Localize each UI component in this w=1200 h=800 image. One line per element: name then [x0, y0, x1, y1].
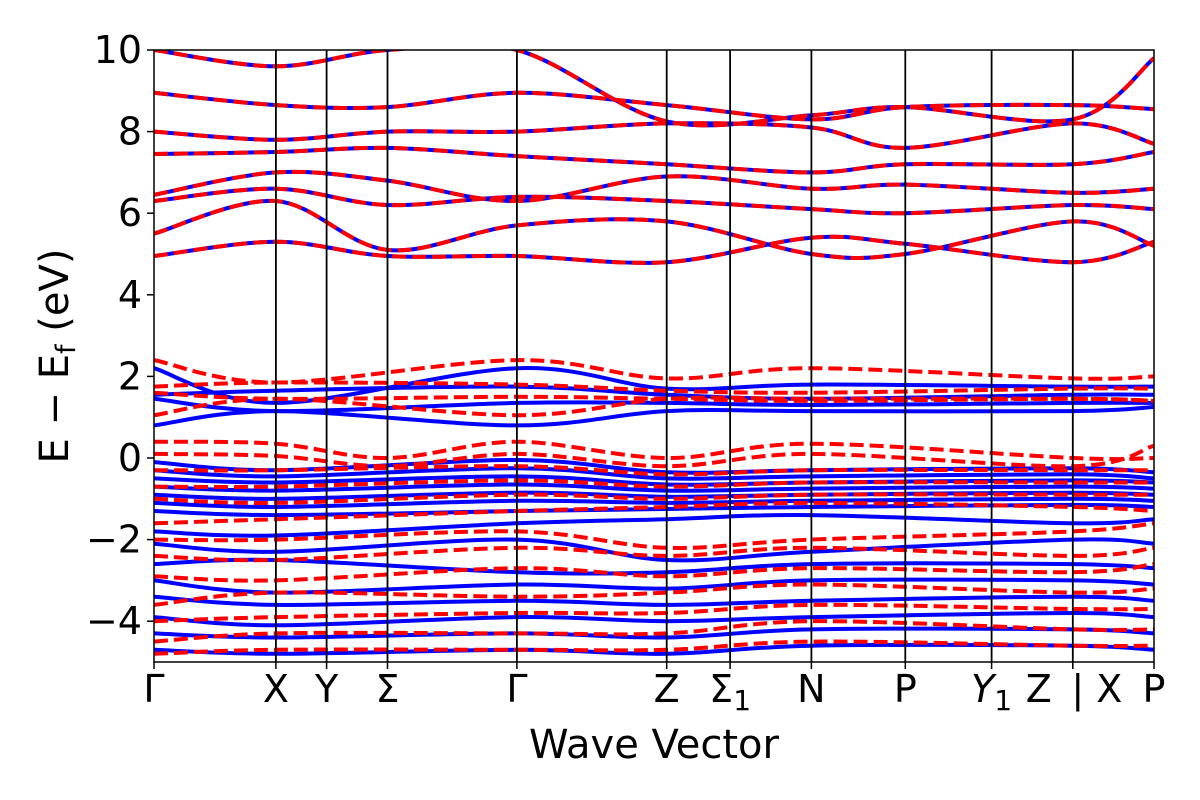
- y-tick-label: 0: [118, 436, 142, 480]
- dashed-band-20: [154, 169, 1154, 204]
- dashed-band-23: [154, 90, 1154, 122]
- y-tick-label: −4: [86, 599, 142, 643]
- dashed-band-22: [154, 121, 1154, 150]
- y-axis-label-main: E − E: [32, 354, 78, 464]
- x-tick-label: Y: [314, 667, 339, 711]
- x-tick-label: Γ: [143, 667, 164, 711]
- plot-frame: [153, 49, 1155, 663]
- y-axis-label-unit: (eV): [32, 249, 78, 345]
- x-tick-label: P: [1143, 667, 1166, 711]
- solid-band-19: [154, 234, 1154, 265]
- kpoint-lines: [274, 50, 1074, 662]
- dashed-band-24: [154, 50, 1154, 128]
- dashed-band-5: [154, 443, 1154, 469]
- x-axis-label: Wave Vector: [529, 722, 780, 768]
- x-tick-label: Σ: [375, 667, 399, 711]
- y-tick-label: 6: [118, 191, 142, 235]
- y-axis-ticks: −4 −2 0 2 4 6 8 10: [86, 28, 154, 643]
- x-tick-label: N: [797, 667, 825, 711]
- x-tick-label: X: [263, 667, 289, 711]
- dashed-band-21: [154, 145, 1154, 175]
- dashed-band-4: [154, 439, 1154, 462]
- x-tick-label: P: [894, 667, 917, 711]
- x-tick-label: Z: [654, 667, 680, 711]
- x-tick-label: Z: [1026, 667, 1052, 711]
- solid-band-26: [154, 50, 1154, 128]
- x-tick-label: Γ: [506, 667, 527, 711]
- dashed-band-0: [154, 358, 1154, 385]
- y-axis-label: E − Ef (eV): [32, 249, 82, 464]
- solid-band-15: [154, 594, 1154, 607]
- x-tick-label: Y1: [971, 667, 1012, 717]
- y-tick-label: 8: [118, 110, 142, 154]
- dashed-band-3: [154, 395, 1154, 418]
- y-tick-label: −2: [86, 518, 142, 562]
- dashed-band-17: [154, 234, 1154, 265]
- y-axis-label-sub: f: [51, 343, 82, 354]
- solid-band-24: [154, 121, 1154, 150]
- y-tick-label: 10: [94, 28, 142, 72]
- bands-layer: [154, 50, 1154, 656]
- x-axis-ticks: Γ X Y Σ Γ Z Σ1 N P Y1 Z | X P: [143, 662, 1165, 717]
- y-tick-label: 2: [118, 354, 142, 398]
- x-tick-label: Σ1: [709, 667, 751, 717]
- x-tick-label: | X: [1071, 667, 1122, 712]
- y-tick-label: 4: [118, 273, 142, 317]
